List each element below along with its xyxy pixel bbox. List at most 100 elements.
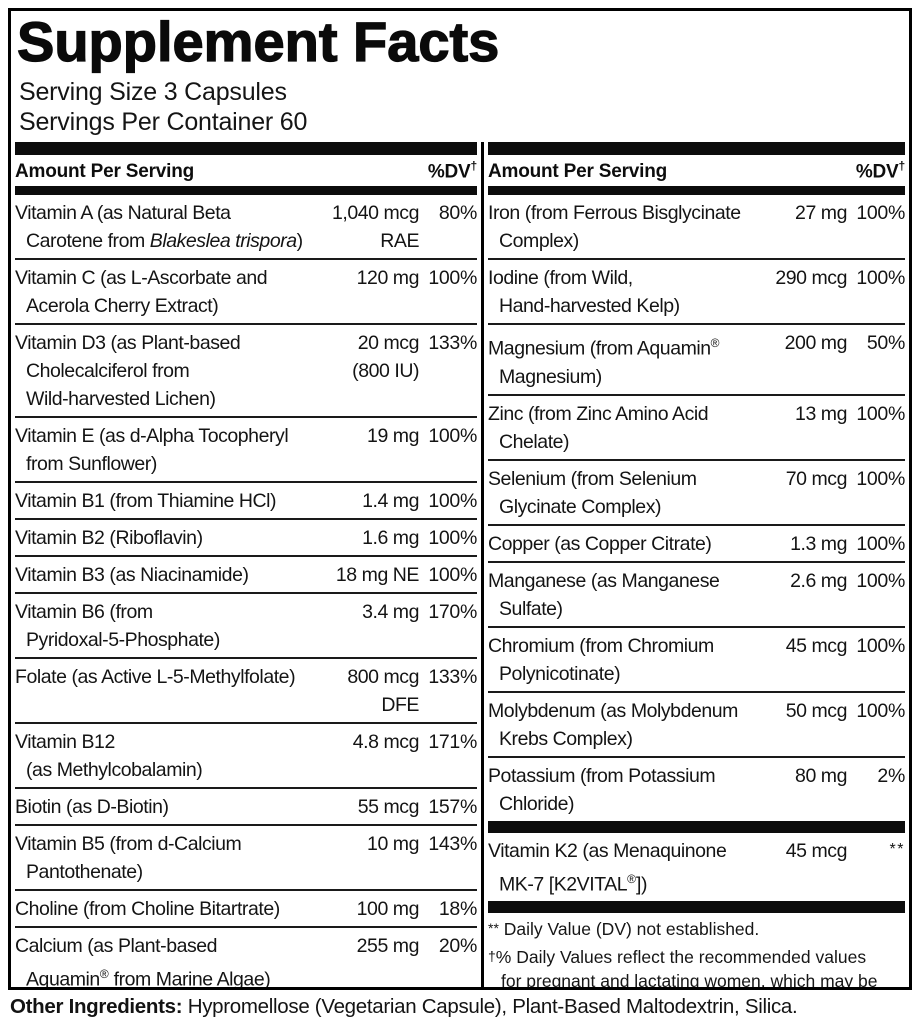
name-segment: Sulfate) (499, 597, 563, 620)
footnote-dv-not-established: ** Daily Value (DV) not established. (488, 919, 760, 940)
nutrient-name-line: Cholecalciferol from (15, 357, 324, 385)
name-segment: MK-7 [K2VITAL (499, 873, 628, 896)
nutrient-name-line: Krebs Complex) (488, 725, 755, 753)
nutrient-name-line: Molybdenum (as Molybdenum (488, 697, 755, 725)
header-thick-rule (488, 186, 905, 196)
nutrient-name-line: Biotin (as D-Biotin) (15, 793, 324, 821)
dv-cell: 100% (856, 267, 905, 290)
amount-line: RAE (380, 230, 419, 253)
nutrient-name-line: Vitamin C (as L-Ascorbate and (15, 264, 324, 292)
nutrient-name-line: Glycinate Complex) (488, 493, 755, 521)
table-row: Chromium (from Chromium Polynicotinate) 45… (488, 625, 905, 691)
footnotes: ** Daily Value (DV) not established. †% … (488, 918, 890, 987)
nutrient-name: Magnesium (from Aquamin® Magnesium) (488, 329, 755, 391)
amount-cell: 50 mcg (755, 697, 848, 725)
amount-cell: 70 mcg (755, 465, 848, 493)
amount-line: 1.4 mg (362, 490, 419, 513)
amount-cell: 1.3 mg (755, 530, 847, 558)
name-segment: ]) (636, 873, 648, 896)
facts-table-left: Amount Per Serving %DV† Vitamin A (as Na… (11, 142, 481, 990)
table-row: Biotin (as D-Biotin) 55 mcg 157% (15, 787, 477, 824)
name-segment: Biotin (as D-Biotin) (15, 796, 169, 819)
dv-cell: ** (889, 840, 905, 858)
registered-mark: ® (710, 336, 720, 351)
amount-cell: 120 mg (324, 264, 420, 292)
name-segment: Cholecalciferol from (26, 360, 190, 383)
amount-cell: 1.4 mg (324, 487, 419, 515)
name-segment: Magnesium (from Aquamin (488, 337, 711, 360)
nutrient-name: Vitamin B6 (from Pyridoxal-5-Phosphate) (15, 598, 324, 654)
name-segment: Krebs Complex) (499, 727, 633, 750)
name-segment: Vitamin E (as d-Alpha Tocopheryl (15, 425, 289, 448)
name-segment: Magnesium) (499, 365, 602, 388)
amount-line: 10 mg (367, 833, 419, 856)
name-segment: Pyridoxal-5-Phosphate) (26, 629, 220, 652)
nutrient-name-line: Aquamin® from Marine Algae) (15, 960, 324, 990)
amount-per-serving-header: Amount Per Serving (15, 161, 195, 183)
name-segment: Vitamin B1 (from Thiamine HCl) (15, 490, 277, 513)
dv-cell: 100% (428, 267, 477, 290)
nutrient-name-line: Zinc (from Zinc Amino Acid (488, 400, 755, 428)
amount-line: 80 mg (795, 764, 847, 787)
amount-line: 4.8 mcg (352, 731, 420, 754)
name-segment: Vitamin K2 (as Menaquinone (488, 839, 727, 862)
registered-mark: ® (99, 967, 109, 982)
serving-size: Serving Size 3 Capsules (19, 78, 287, 106)
name-segment: Chloride) (499, 792, 575, 815)
nutrient-name: Vitamin C (as L-Ascorbate and Acerola Che… (15, 264, 324, 320)
dv-cell: 2% (877, 764, 905, 787)
name-segment: Selenium (from Selenium (488, 467, 697, 490)
nutrient-name: Manganese (as Manganese Sulfate) (488, 567, 755, 623)
amount-line: 3.4 mg (362, 601, 419, 624)
amount-line: 50 mcg (785, 699, 848, 722)
name-segment: Vitamin B6 (from (15, 601, 153, 624)
amount-line: 1,040 mcg (331, 202, 419, 225)
header-thick-rule (15, 186, 477, 196)
name-segment: Folate (as Active L-5-Methylfolate) (15, 666, 296, 689)
name-segment: Vitamin B5 (from d-Calcium (15, 833, 242, 856)
nutrient-name-line: Manganese (as Manganese (488, 567, 755, 595)
amount-line: 45 mcg (785, 839, 848, 862)
name-segment: Iodine (from Wild, (488, 267, 633, 290)
nutrient-name-line: Iron (from Ferrous Bisglycinate (488, 199, 755, 227)
name-segment: Vitamin B2 (Riboflavin) (15, 527, 203, 550)
table-row: Zinc (from Zinc Amino Acid Chelate) 13 mg 1… (488, 393, 905, 459)
amount-cell: 200 mg (755, 329, 848, 357)
other-ingredients: Other Ingredients: Hypromellose (Vegetar… (10, 995, 798, 1019)
name-segment: from Marine Algae) (108, 968, 271, 990)
dv-header: %DV† (855, 159, 905, 183)
amount-line: 800 mcg (347, 666, 419, 689)
amount-cell: 800 mcg DFE (324, 663, 419, 719)
table-row: Calcium (as Plant-based Aquamin® from Mar… (15, 926, 477, 990)
nutrient-name-line: Vitamin B12 (15, 728, 324, 756)
amount-line: 18 mg NE (335, 564, 420, 587)
nutrient-name-line: Hand-harvested Kelp) (488, 292, 755, 320)
nutrient-name-line: Carotene from Blakeslea trispora) (15, 227, 324, 255)
amount-line: 2.6 mg (790, 569, 847, 592)
table-row: Folate (as Active L-5-Methylfolate) 800 m… (15, 657, 477, 722)
nutrient-name-line: Potassium (from Potassium (488, 762, 755, 790)
amount-line: 255 mg (356, 935, 420, 958)
amount-line: 45 mcg (785, 634, 848, 657)
table-row: Vitamin B5 (from d-Calcium Pantothenate) 1… (15, 824, 477, 889)
nutrient-name-line: Vitamin A (as Natural Beta (15, 199, 324, 227)
nutrient-name: Vitamin E (as d-Alpha Tocopheryl from Sun… (15, 422, 324, 478)
dv-cell: 100% (856, 467, 905, 490)
nutrient-name-line: Vitamin D3 (as Plant-based (15, 329, 324, 357)
name-segment: Potassium (from Potassium (488, 764, 716, 787)
supplement-facts-title: Supplement Facts (16, 10, 500, 73)
dagger-symbol: † (488, 948, 496, 965)
nutrient-name: Vitamin B3 (as Niacinamide) (15, 561, 324, 589)
dagger-symbol: † (470, 159, 478, 173)
nutrient-name: Choline (from Choline Bitartrate) (15, 895, 324, 923)
nutrient-name-line: Vitamin B3 (as Niacinamide) (15, 561, 324, 589)
table-row: Vitamin B12 (as Methylcobalamin) 4.8 mcg 17… (15, 722, 477, 787)
table-row: Vitamin B6 (from Pyridoxal-5-Phosphate) 3.… (15, 592, 477, 657)
dv-cell: 100% (856, 202, 905, 225)
name-segment: Aquamin (26, 968, 100, 990)
nutrient-rows-left: Vitamin A (as Natural Beta Carotene from … (15, 195, 477, 990)
registered-mark: ® (627, 871, 637, 886)
name-segment: Vitamin A (as Natural Beta (15, 202, 231, 225)
name-segment: Complex) (499, 230, 579, 253)
amount-cell: 2.6 mg (755, 567, 847, 595)
